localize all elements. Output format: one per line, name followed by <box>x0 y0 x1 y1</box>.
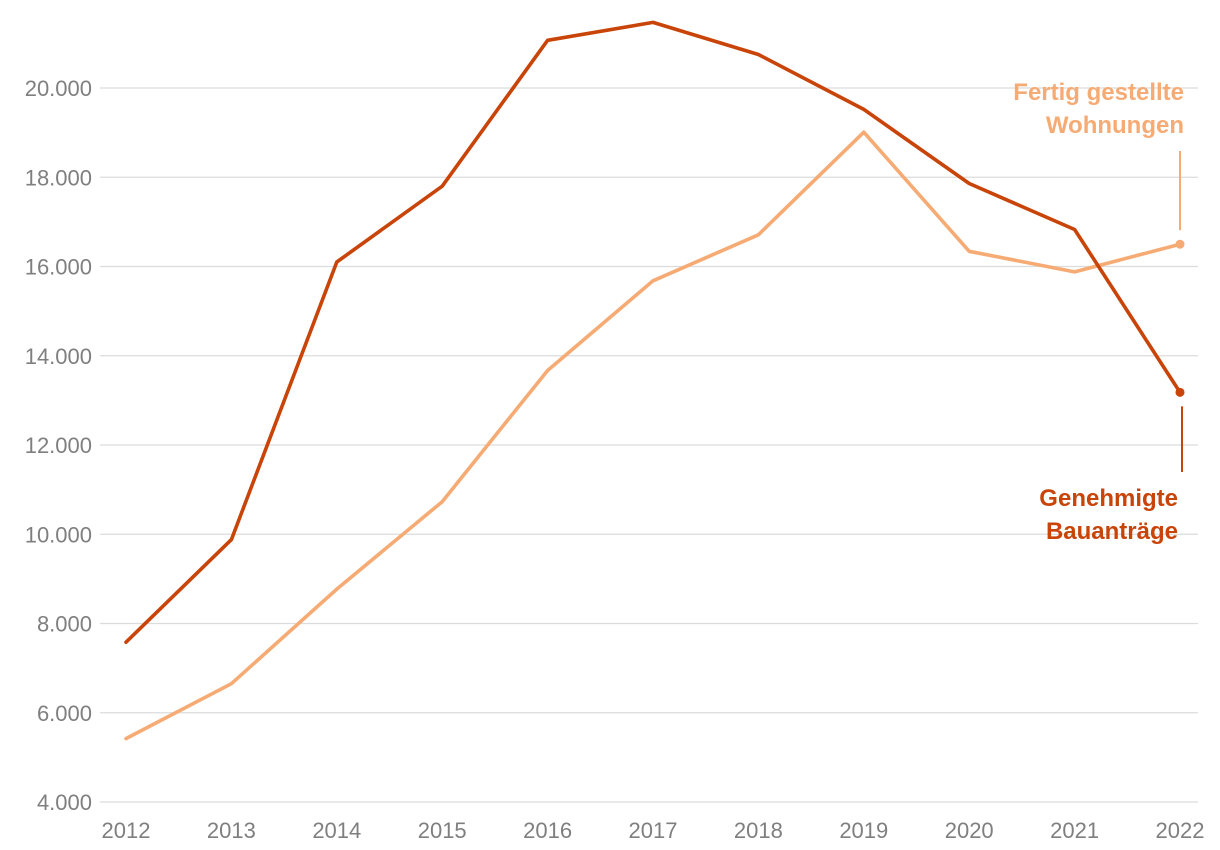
x-tick-label: 2018 <box>734 818 783 843</box>
y-tick-label: 16.000 <box>25 255 92 280</box>
series-lines <box>124 20 1185 741</box>
x-tick-label: 2012 <box>102 818 151 843</box>
series-label: Bauanträge <box>1046 518 1178 545</box>
x-tick-label: 2017 <box>629 818 678 843</box>
y-axis-tick-labels: 4.000 6.000 8.000 10.000 12.000 14.000 16.000 1… <box>25 76 92 815</box>
series-label: Genehmigte <box>1039 485 1178 512</box>
series-end-point <box>1175 387 1185 397</box>
x-tick-label: 2016 <box>523 818 572 843</box>
y-tick-label: 18.000 <box>25 165 92 190</box>
grid-lines <box>100 87 1198 803</box>
x-tick-label: 2021 <box>1050 818 1099 843</box>
series-line <box>124 20 1182 645</box>
series-label: Fertig gestellte <box>1013 79 1184 106</box>
x-tick-label: 2019 <box>839 818 888 843</box>
y-tick-label: 12.000 <box>25 433 92 458</box>
x-tick-label: 2022 <box>1156 818 1205 843</box>
series-label: Wohnungen <box>1046 112 1184 139</box>
x-tick-label: 2015 <box>418 818 467 843</box>
y-tick-label: 20.000 <box>25 76 92 101</box>
y-tick-label: 8.000 <box>37 612 92 637</box>
y-tick-label: 4.000 <box>37 790 92 815</box>
series-end-point <box>1175 239 1185 249</box>
series-line <box>124 130 1182 741</box>
y-tick-label: 6.000 <box>37 701 92 726</box>
x-tick-label: 2013 <box>207 818 256 843</box>
x-tick-label: 2014 <box>312 818 361 843</box>
y-tick-label: 14.000 <box>25 344 92 369</box>
series-labels: Fertig gestellte Wohnungen Genehmigte Bauan… <box>1013 79 1184 545</box>
x-axis-tick-labels: 2012 2013 2014 2015 2016 2017 2018 2019 2020 2021… <box>102 818 1205 843</box>
x-tick-label: 2020 <box>945 818 994 843</box>
y-tick-label: 10.000 <box>25 522 92 547</box>
